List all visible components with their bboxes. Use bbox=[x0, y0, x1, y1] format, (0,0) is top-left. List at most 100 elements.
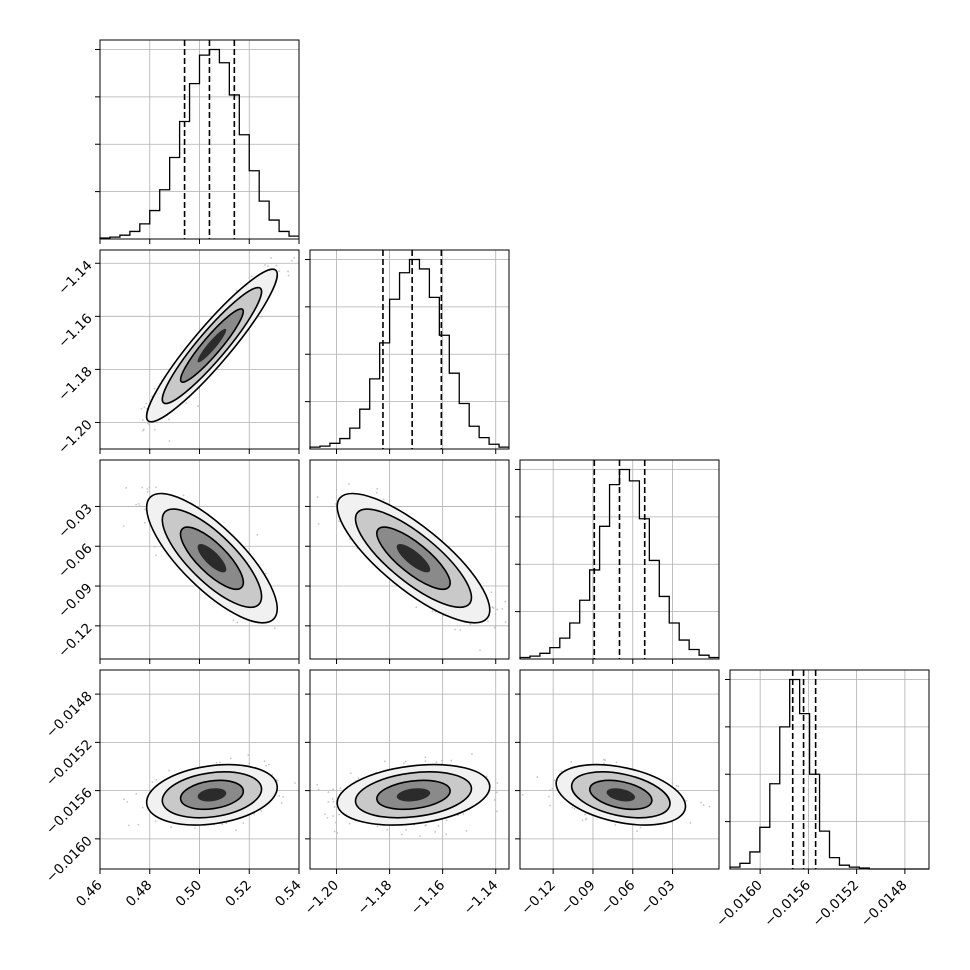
scatter-point bbox=[459, 629, 462, 631]
scatter-point bbox=[702, 804, 705, 807]
scatter-point bbox=[479, 649, 481, 652]
scatter-point bbox=[700, 801, 702, 804]
scatter-point bbox=[504, 621, 507, 623]
scatter-point bbox=[278, 795, 281, 797]
scatter-point bbox=[225, 822, 228, 825]
scatter-point bbox=[584, 813, 586, 816]
scatter-point bbox=[264, 572, 267, 575]
scatter-point bbox=[333, 830, 336, 833]
density-level bbox=[197, 328, 227, 363]
scatter-point bbox=[221, 823, 224, 826]
scatter-point bbox=[287, 274, 290, 277]
scatter-point bbox=[294, 782, 296, 784]
x-tick-label: −0.0152 bbox=[810, 877, 863, 930]
scatter-point bbox=[232, 619, 235, 622]
histogram-panel-2 bbox=[515, 459, 720, 664]
scatter-point bbox=[141, 806, 144, 809]
x-tick-label: 0.52 bbox=[222, 877, 255, 910]
scatter-point bbox=[434, 831, 437, 833]
scatter-point bbox=[145, 402, 148, 405]
x-tick-label: −0.0156 bbox=[761, 877, 814, 930]
x-tick-label: −0.03 bbox=[638, 877, 679, 918]
scatter-point bbox=[491, 606, 494, 608]
scatter-point bbox=[168, 418, 170, 421]
scatter-point bbox=[248, 276, 251, 279]
scatter-point bbox=[316, 783, 319, 786]
y-tick-label: −1.20 bbox=[55, 417, 96, 458]
scatter-point bbox=[441, 759, 443, 762]
scatter-point bbox=[419, 835, 421, 837]
scatter-point bbox=[375, 491, 378, 494]
scatter-point bbox=[469, 623, 472, 626]
scatter-point bbox=[547, 795, 550, 798]
scatter-point bbox=[454, 628, 456, 631]
scatter-point bbox=[465, 829, 468, 832]
x-tick-label: 0.54 bbox=[272, 877, 305, 910]
panel-frame bbox=[309, 459, 510, 660]
panel-frame bbox=[309, 669, 510, 870]
panel-frame bbox=[729, 669, 930, 870]
scatter-point bbox=[142, 419, 144, 421]
scatter-point bbox=[153, 387, 156, 390]
x-tick-label: −0.0148 bbox=[858, 877, 911, 930]
scatter-point bbox=[273, 627, 276, 630]
scatter-point bbox=[493, 799, 496, 801]
scatter-point bbox=[123, 798, 125, 801]
scatter-point bbox=[450, 759, 453, 762]
scatter-point bbox=[327, 800, 330, 803]
scatter-point bbox=[324, 813, 326, 816]
scatter-point bbox=[604, 759, 607, 762]
scatter-point bbox=[334, 821, 337, 824]
scatter-point bbox=[264, 264, 266, 266]
scatter-point bbox=[334, 503, 337, 505]
scatter-point bbox=[146, 488, 149, 490]
scatter-point bbox=[153, 545, 156, 548]
scatter-point bbox=[462, 813, 465, 815]
scatter-point bbox=[247, 754, 250, 756]
scatter-point bbox=[256, 533, 259, 536]
x-tick-label: −0.12 bbox=[518, 877, 559, 918]
scatter-point bbox=[573, 807, 576, 810]
x-tick-label: −0.06 bbox=[598, 877, 639, 918]
y-tick-label: −0.0156 bbox=[43, 785, 96, 838]
scatter-point bbox=[602, 758, 605, 761]
scatter-point bbox=[357, 777, 360, 780]
scatter-point bbox=[317, 788, 320, 791]
y-tick-label: −0.12 bbox=[55, 620, 96, 661]
scatter-point bbox=[338, 813, 341, 816]
scatter-point bbox=[126, 801, 129, 803]
scatter-point bbox=[585, 817, 588, 820]
pair-panel-0-3: 0.46 0.48 0.50 0.52 0.54 −0.0160−0.0156−0.015… bbox=[43, 669, 312, 910]
scatter-point bbox=[316, 496, 319, 498]
scatter-point bbox=[251, 275, 253, 278]
scatter-point bbox=[425, 824, 428, 827]
density-level bbox=[396, 543, 431, 573]
scatter-point bbox=[235, 829, 237, 832]
scatter-point bbox=[338, 520, 340, 523]
scatter-point bbox=[153, 428, 156, 431]
scatter-point bbox=[496, 608, 499, 611]
scatter-point bbox=[549, 789, 552, 792]
scatter-point bbox=[155, 778, 158, 781]
scatter-point bbox=[141, 486, 143, 489]
scatter-point bbox=[349, 772, 352, 775]
scatter-point bbox=[185, 402, 188, 404]
y-tick-label: −0.03 bbox=[55, 501, 96, 542]
scatter-point bbox=[581, 819, 584, 822]
scatter-point bbox=[424, 756, 427, 759]
scatter-point bbox=[487, 620, 489, 623]
scatter-point bbox=[639, 826, 642, 829]
scatter-point bbox=[445, 833, 448, 836]
pair-panel-0-2: −0.12−0.09−0.06−0.03 bbox=[55, 459, 300, 664]
scatter-point bbox=[496, 782, 499, 784]
scatter-point bbox=[615, 761, 618, 764]
scatter-point bbox=[127, 824, 130, 827]
scatter-point bbox=[310, 756, 312, 758]
scatter-point bbox=[151, 781, 154, 784]
scatter-point bbox=[144, 508, 146, 511]
scatter-point bbox=[689, 822, 692, 824]
density-level bbox=[197, 543, 227, 573]
scatter-point bbox=[677, 785, 680, 788]
scatter-point bbox=[143, 406, 146, 409]
